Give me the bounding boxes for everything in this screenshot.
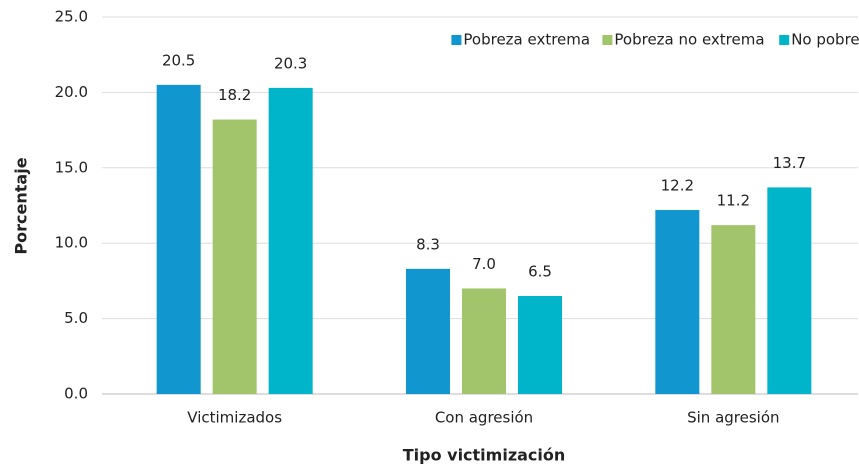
data-label: 8.3	[416, 235, 440, 253]
x-tick-label: Victimizados	[187, 409, 282, 427]
bar	[212, 119, 257, 394]
y-tick-label: 0.0	[64, 385, 88, 403]
data-label: 20.3	[274, 54, 307, 72]
legend-label: Pobreza no extrema	[614, 31, 764, 49]
y-tick-label: 20.0	[55, 83, 88, 101]
data-label: 20.5	[162, 51, 195, 69]
legend-label: No pobre	[791, 31, 859, 49]
x-axis-title: Tipo victimización	[403, 446, 566, 465]
data-label: 11.2	[717, 192, 750, 210]
bar	[462, 288, 506, 394]
y-tick-label: 15.0	[55, 158, 88, 176]
y-tick-label: 5.0	[64, 309, 88, 327]
legend-label: Pobreza extrema	[463, 31, 590, 49]
bar	[156, 84, 201, 395]
y-axis-title: Porcentaje	[12, 157, 31, 254]
bar	[767, 187, 812, 394]
y-tick-label: 25.0	[55, 8, 88, 26]
bar	[711, 225, 756, 394]
legend-swatch	[779, 35, 790, 45]
x-tick-label: Sin agresión	[687, 409, 779, 427]
bar	[655, 210, 700, 394]
x-tick-label: Con agresión	[435, 409, 533, 427]
data-label: 18.2	[218, 86, 251, 104]
bar	[268, 87, 313, 394]
bar	[518, 295, 562, 394]
data-label: 13.7	[773, 154, 806, 172]
legend-swatch	[451, 35, 462, 45]
data-label: 12.2	[661, 177, 694, 195]
legend-swatch	[602, 35, 613, 45]
bar	[406, 268, 450, 394]
y-tick-label: 10.0	[55, 234, 88, 252]
data-label: 6.5	[528, 262, 552, 280]
data-label: 7.0	[472, 255, 496, 273]
